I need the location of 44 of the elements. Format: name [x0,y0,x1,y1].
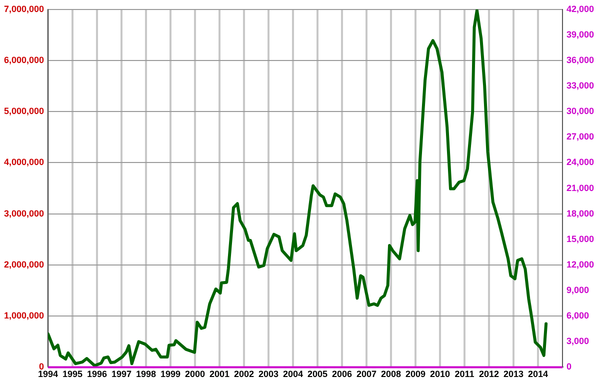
y2-tick-label: 27,000 [566,132,594,142]
y-tick-label: 1,000,000 [4,310,44,321]
x-tick-label: 1997 [112,369,132,380]
x-tick-label: 2014 [528,369,548,380]
x-tick-label: 1994 [38,369,58,380]
x-tick-label: 2013 [503,369,524,380]
y2-tick-label: 18,000 [566,208,594,218]
x-tick-label: 2000 [185,369,206,380]
y-tick-label: 5,000,000 [4,106,44,116]
y2-tick-label: 3,000 [566,336,590,346]
y-tick-label: 7,000,000 [4,4,44,14]
y2-tick-label: 33,000 [566,80,594,91]
x-tick-label: 1998 [136,369,156,380]
y2-tick-label: 12,000 [566,259,594,270]
x-tick-label: 2004 [282,369,304,380]
x-tick-label: 2009 [405,369,426,380]
y2-tick-label: 6,000 [566,310,590,321]
y-tick-label: 6,000,000 [4,55,44,65]
x-tick-label: 2002 [234,369,254,380]
y2-tick-label: 24,000 [566,157,594,168]
y2-tick-label: 21,000 [566,182,594,193]
x-tick-label: 2003 [258,369,279,380]
y2-tick-label: 42,000 [566,4,594,14]
x-tick-label: 1996 [87,369,108,380]
x-tick-label: 2008 [380,369,402,380]
x-tick-label: 2005 [307,369,328,380]
y-tick-label: 3,000,000 [4,208,44,218]
y-tick-label: 0 [39,362,44,372]
x-tick-label: 2010 [430,369,450,380]
y2-tick-label: 39,000 [566,29,594,40]
y2-tick-label: 9,000 [566,285,590,296]
x-tick-label: 2007 [356,369,377,380]
x-tick-label: 2006 [332,369,352,380]
y2-tick-label: 15,000 [566,234,594,244]
x-tick-label: 2011 [454,369,474,380]
y-tick-label: 2,000,000 [4,259,44,270]
x-tick-label: 1995 [62,369,83,380]
y-tick-label: 4,000,000 [4,157,44,168]
x-tick-label: 2012 [478,369,499,380]
y2-tick-label: 0 [566,362,572,372]
y2-tick-label: 36,000 [566,55,594,65]
x-tick-label: 1999 [160,369,181,380]
x-tick-label: 2001 [210,369,230,380]
y2-tick-label: 30,000 [566,106,594,116]
